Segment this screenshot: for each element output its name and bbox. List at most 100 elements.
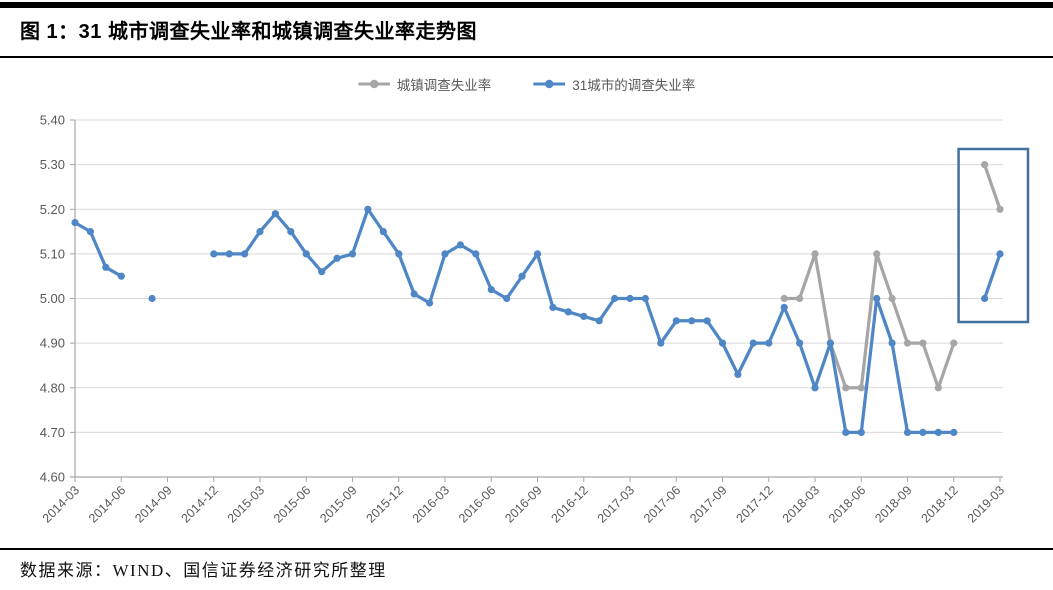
data-point <box>348 250 357 258</box>
data-point <box>441 250 449 258</box>
data-point <box>256 228 264 236</box>
data-point <box>811 384 819 392</box>
legend-item-0: 城镇调查失业率 <box>357 74 492 94</box>
chart-legend: 城镇调查失业率 31城市的调查失业率 <box>357 74 695 94</box>
data-point <box>487 286 495 294</box>
data-point <box>688 317 696 325</box>
y-axis-label: 4.70 <box>40 425 65 440</box>
data-point <box>287 228 295 236</box>
data-point <box>333 254 341 262</box>
data-point <box>749 339 757 347</box>
data-point <box>919 428 927 436</box>
source-divider <box>0 548 1053 550</box>
data-point <box>919 339 927 347</box>
data-point <box>703 317 711 325</box>
data-point <box>873 294 881 303</box>
x-axis-label: 2014-03 <box>40 483 82 525</box>
data-point <box>379 228 387 236</box>
data-point <box>503 294 511 303</box>
series-line-1 <box>73 207 1002 435</box>
data-point <box>826 339 835 347</box>
data-point <box>456 241 464 249</box>
highlight-box <box>957 147 1030 324</box>
data-point <box>996 250 1004 258</box>
data-point <box>86 228 94 236</box>
x-axis-label: 2016-12 <box>549 483 591 525</box>
data-point <box>117 272 125 280</box>
x-axis-label: 2018-06 <box>826 483 868 525</box>
x-axis-label: 2017-09 <box>687 483 729 525</box>
x-axis-label: 2018-12 <box>919 483 961 525</box>
y-axis-label: 4.80 <box>40 380 65 395</box>
legend-marker-icon <box>533 79 566 89</box>
y-axis-label: 5.10 <box>40 246 65 261</box>
y-axis-label: 5.30 <box>40 157 65 172</box>
data-point <box>780 294 788 303</box>
top-divider <box>0 2 1053 8</box>
data-point <box>533 250 542 258</box>
data-point <box>626 294 634 303</box>
figure-title: 图 1：31 城市调查失业率和城镇调查失业率走势图 <box>20 21 477 43</box>
legend-item-1: 31城市的调查失业率 <box>533 74 695 94</box>
x-axis-label: 2018-09 <box>872 483 914 525</box>
data-point <box>564 308 572 316</box>
x-axis-label: 2017-12 <box>734 483 776 525</box>
data-point <box>950 339 958 347</box>
x-axis-label: 2014-06 <box>86 483 128 525</box>
data-point <box>395 250 403 258</box>
data-point <box>888 294 896 303</box>
data-point <box>718 339 727 347</box>
legend-label: 城镇调查失业率 <box>396 78 492 93</box>
data-point <box>873 250 881 258</box>
data-point <box>595 317 603 325</box>
x-axis-label: 2015-06 <box>271 483 313 525</box>
x-axis-label: 2015-09 <box>317 483 359 525</box>
data-point <box>857 428 865 436</box>
x-axis-label: 2017-03 <box>595 483 637 525</box>
data-point <box>934 428 942 436</box>
data-point <box>981 294 989 303</box>
data-point <box>472 250 480 258</box>
x-axis-label: 2014-09 <box>132 483 174 525</box>
data-point <box>241 250 249 258</box>
data-point <box>611 294 619 303</box>
title-underline <box>0 56 1053 58</box>
data-point <box>225 250 233 258</box>
data-point <box>888 339 896 347</box>
data-point <box>842 384 850 392</box>
y-axis-label: 4.90 <box>40 336 65 351</box>
data-point <box>302 250 310 258</box>
data-point <box>981 161 989 169</box>
data-point <box>518 272 526 280</box>
data-point <box>811 250 819 258</box>
legend-label: 31城市的调查失业率 <box>572 78 696 93</box>
data-point <box>734 370 742 378</box>
data-point <box>426 299 434 307</box>
y-axis-label: 5.00 <box>40 291 65 306</box>
data-point <box>934 384 942 392</box>
y-axis-label: 4.60 <box>40 470 65 485</box>
data-point <box>410 290 418 298</box>
data-point <box>796 294 804 303</box>
data-point <box>210 250 218 258</box>
data-point <box>780 303 788 311</box>
data-point <box>765 339 773 347</box>
x-axis-label: 2019-03 <box>965 483 1007 525</box>
y-axis-label: 5.40 <box>40 113 65 128</box>
data-point <box>102 263 110 271</box>
data-point <box>641 294 650 303</box>
data-source-note: 数据来源：WIND、国信证券经济研究所整理 <box>20 561 387 580</box>
data-point <box>657 339 665 347</box>
data-point <box>950 428 958 436</box>
data-point <box>672 317 680 325</box>
x-axis-label: 2016-09 <box>502 483 544 525</box>
data-point <box>148 294 156 303</box>
legend-marker-icon <box>357 79 390 89</box>
x-axis-label: 2015-03 <box>225 483 267 525</box>
data-point <box>580 312 588 320</box>
series-line-0 <box>782 162 1002 390</box>
data-point <box>996 205 1004 213</box>
data-point <box>364 205 372 213</box>
